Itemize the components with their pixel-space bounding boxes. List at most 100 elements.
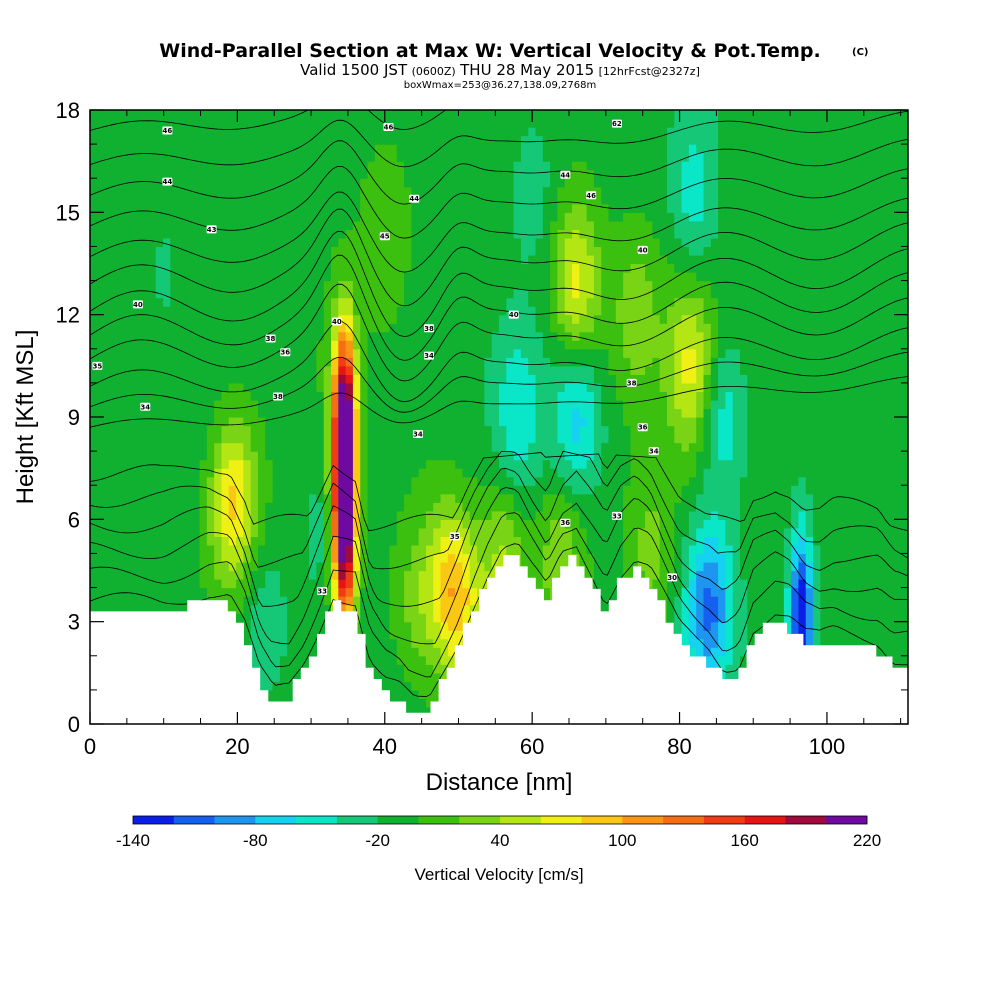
field-cell	[316, 306, 325, 316]
field-cell	[301, 468, 310, 478]
field-cell	[469, 144, 478, 154]
field-cell	[477, 263, 485, 273]
field-cell	[214, 476, 223, 486]
field-cell	[141, 178, 150, 188]
field-cell	[411, 237, 420, 248]
field-cell	[433, 544, 442, 555]
field-cell	[279, 110, 288, 120]
field-cell	[425, 417, 434, 427]
field-cell	[455, 365, 464, 375]
field-cell	[352, 442, 361, 452]
field-cell	[455, 152, 464, 162]
field-cell	[272, 161, 281, 171]
field-cell	[506, 510, 515, 520]
field-cell	[396, 587, 405, 597]
field-cell	[331, 110, 339, 120]
field-cell	[163, 254, 171, 265]
field-cell	[338, 127, 347, 137]
field-cell	[477, 246, 485, 256]
field-cell	[528, 314, 537, 324]
field-cell	[141, 212, 150, 222]
field-cell	[579, 348, 588, 358]
field-cell	[323, 468, 332, 478]
field-cell	[214, 135, 223, 145]
field-cell	[469, 442, 478, 452]
field-cell	[425, 655, 434, 665]
field-cell	[294, 161, 303, 171]
field-cell	[148, 144, 157, 154]
field-cell	[418, 630, 427, 640]
field-cell	[257, 144, 266, 154]
field-cell	[542, 493, 551, 503]
field-cell	[177, 485, 186, 495]
field-cell	[389, 391, 398, 401]
field-cell	[477, 434, 485, 444]
field-cell	[440, 527, 449, 537]
field-cell	[513, 459, 522, 469]
field-cell	[440, 664, 449, 674]
field-cell	[469, 365, 478, 375]
field-cell	[382, 519, 391, 529]
field-cell	[236, 425, 244, 435]
field-cell	[462, 417, 471, 427]
field-cell	[199, 374, 208, 384]
field-cell	[170, 272, 179, 282]
field-cell	[396, 647, 405, 657]
field-cell	[557, 246, 566, 256]
field-cell	[477, 144, 485, 154]
field-cell	[199, 186, 208, 196]
field-cell	[499, 212, 507, 222]
field-cell	[126, 144, 135, 154]
field-cell	[564, 144, 573, 154]
field-cell	[535, 417, 544, 427]
field-cell	[294, 323, 303, 333]
field-cell	[279, 127, 288, 137]
field-cell	[345, 570, 354, 580]
field-cell	[506, 246, 515, 256]
field-cell	[250, 527, 259, 537]
field-cell	[141, 306, 150, 316]
field-cell	[265, 647, 274, 657]
field-cell	[163, 161, 171, 171]
field-cell	[550, 391, 559, 401]
field-cell	[177, 152, 186, 162]
field-cell	[236, 297, 244, 307]
field-cell	[184, 357, 193, 367]
field-cell	[513, 485, 522, 495]
field-cell	[396, 613, 405, 623]
field-cell	[374, 272, 383, 282]
field-cell	[338, 417, 347, 427]
field-cell	[228, 374, 237, 384]
field-cell	[477, 254, 485, 265]
field-cell	[272, 689, 281, 700]
field-cell	[141, 425, 150, 435]
field-cell	[345, 118, 354, 128]
field-cell	[257, 374, 266, 384]
field-cell	[206, 476, 215, 486]
field-cell	[221, 289, 230, 299]
field-cell	[257, 135, 266, 145]
field-cell	[382, 127, 391, 137]
field-cell	[469, 195, 478, 205]
field-cell	[455, 399, 464, 410]
field-cell	[462, 118, 471, 128]
field-cell	[404, 587, 412, 597]
field-cell	[228, 604, 237, 614]
field-cell	[287, 459, 296, 469]
field-cell	[177, 527, 186, 537]
field-cell	[360, 544, 369, 555]
field-cell	[360, 425, 369, 435]
field-cell	[550, 306, 559, 316]
field-cell	[133, 203, 142, 213]
field-cell	[440, 118, 449, 128]
field-cell	[382, 442, 391, 452]
field-cell	[338, 135, 347, 145]
field-cell	[243, 229, 252, 239]
field-cell	[214, 289, 223, 299]
field-cell	[250, 297, 259, 307]
field-cell	[294, 212, 303, 222]
field-cell	[499, 323, 507, 333]
field-cell	[469, 135, 478, 145]
field-cell	[535, 357, 544, 367]
field-cell	[323, 203, 332, 213]
